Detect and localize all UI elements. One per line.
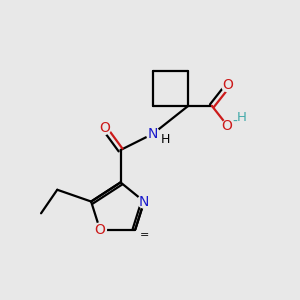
Text: N: N (148, 127, 158, 141)
Text: N: N (139, 194, 149, 208)
Text: O: O (99, 121, 110, 135)
Circle shape (146, 127, 159, 140)
Circle shape (221, 79, 235, 92)
Circle shape (94, 223, 106, 236)
Circle shape (221, 120, 235, 133)
Text: O: O (94, 223, 105, 236)
Text: -: - (232, 114, 237, 128)
Text: O: O (223, 78, 233, 92)
Text: O: O (222, 119, 232, 134)
Text: H: H (160, 133, 170, 146)
Text: =: = (140, 230, 149, 240)
Text: H: H (237, 110, 247, 124)
Circle shape (138, 195, 151, 208)
Circle shape (98, 122, 111, 134)
